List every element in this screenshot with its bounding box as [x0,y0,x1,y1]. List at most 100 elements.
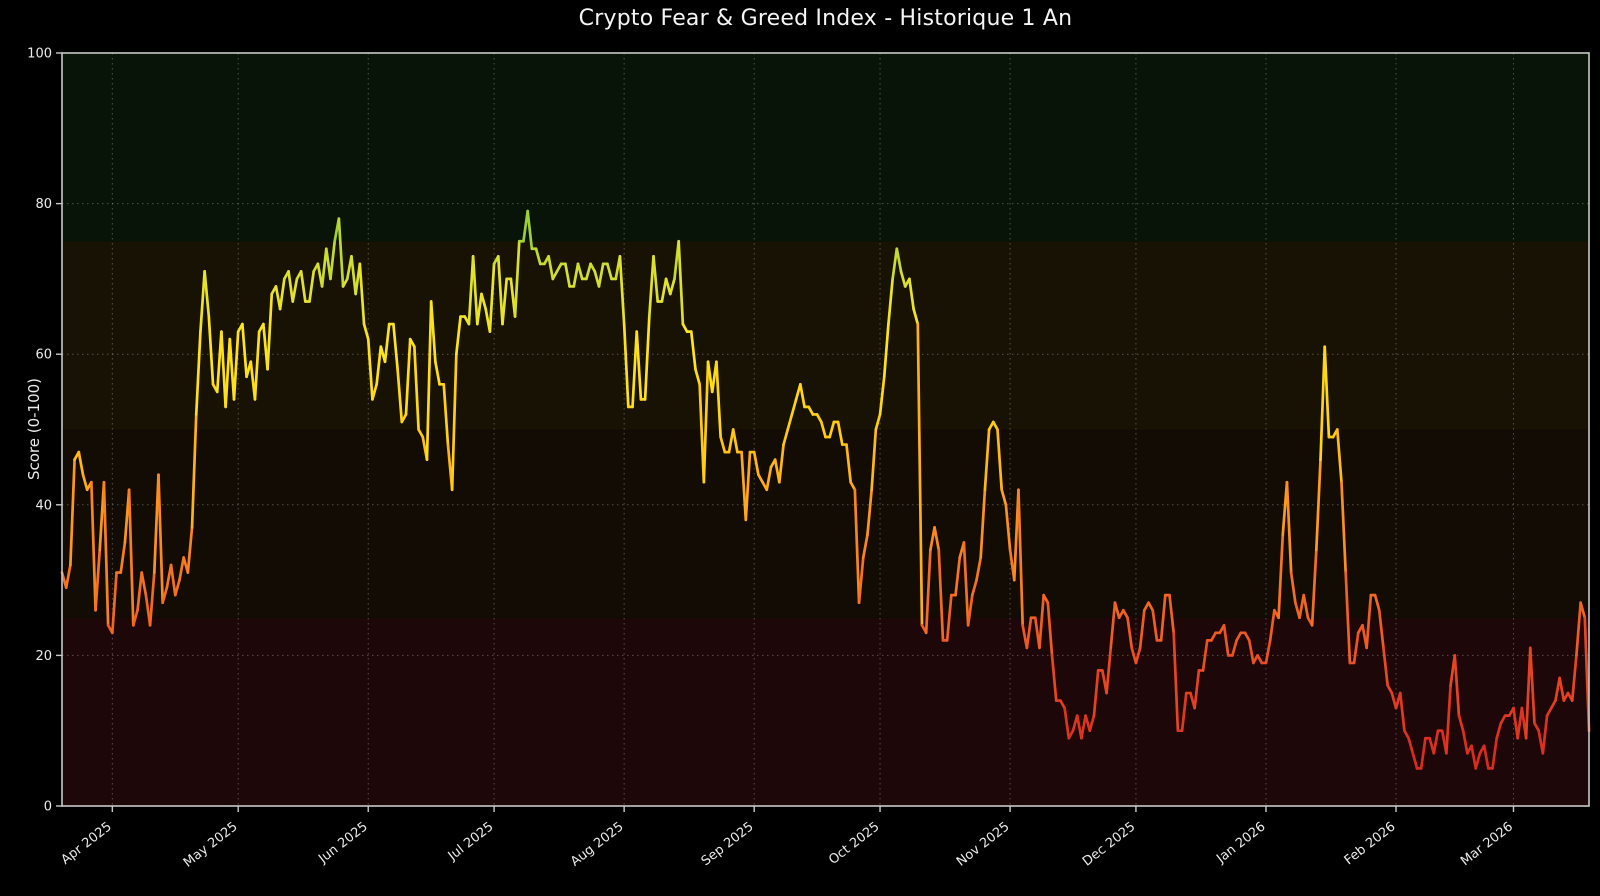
series-segment [1457,714,1465,733]
series-segment [371,382,378,401]
series-segment [1528,646,1536,725]
series-segment [924,548,932,635]
series-segment [1403,729,1410,740]
x-tick-label: Jan 2026 [1213,819,1268,867]
series-segment [1042,593,1050,605]
series-segment [1243,631,1251,642]
series-segment [572,262,580,288]
series-segment [706,360,714,394]
series-segment [1075,714,1083,740]
series-segment [1445,684,1452,755]
series-segment [127,488,135,627]
series-segment [253,330,261,401]
series-segment [220,330,227,409]
series-segment [1524,646,1532,740]
series-segment [366,337,374,401]
x-tick-label: Apr 2025 [59,819,115,868]
series-segment [694,367,701,386]
y-tick-label: 40 [35,498,52,513]
series-segment [341,277,349,288]
series-segment [551,270,559,281]
series-segment [1231,638,1238,657]
series-segment [94,548,102,612]
series-segment [962,541,970,627]
series-segment [77,450,85,477]
series-segment [496,254,504,326]
series-segment [450,352,458,492]
series-segment [1168,593,1176,635]
series-segment [887,277,894,326]
series-segment [853,488,861,605]
series-segment [1314,458,1322,552]
series-segment [1499,714,1507,725]
series-segment [996,428,1004,492]
x-tick-label: May 2025 [181,819,241,870]
y-tick-label: 0 [44,800,52,815]
series-segment [136,571,144,612]
series-segment [1134,646,1142,665]
series-segment [1491,736,1499,770]
series-segment [866,488,873,537]
series-segment [576,262,584,281]
series-segment [194,330,202,416]
x-tick-label: Sep 2025 [699,819,757,869]
series-segment [320,247,328,288]
series-segment [983,428,991,492]
series-segment [622,322,630,409]
series-segment [1059,699,1066,710]
series-segment [81,473,89,492]
series-segment [786,413,794,431]
zone-band-fear [62,429,1589,618]
y-tick-label: 80 [35,197,52,212]
series-segment [488,262,496,333]
series-segment [350,254,358,296]
series-segment [291,277,299,303]
series-segment [929,526,936,552]
series-segment [1285,480,1293,574]
series-segment [203,270,211,318]
background-zone-bands [62,53,1589,806]
series-segment [1109,601,1117,650]
series-segment [585,262,592,281]
series-segment [1340,480,1348,574]
series-segment [1088,714,1096,733]
series-segment [232,330,240,401]
series-segment [1277,533,1285,620]
series-segment [534,247,542,266]
series-segment [991,420,999,431]
series-segment [266,292,274,371]
series-segment [1382,646,1389,687]
x-tick-label: Jun 2025 [315,819,370,867]
series-segment [757,473,764,484]
series-segment [1235,631,1243,642]
series-segment [740,450,748,522]
zone-band-extreme-greed [62,53,1589,242]
series-segment [782,428,790,446]
series-segment [1264,638,1272,665]
series-segment [1310,548,1318,627]
series-segment [1386,684,1394,695]
series-segment [1545,706,1553,717]
series-segment [1533,721,1541,733]
series-segment [819,420,827,439]
series-segment [1247,638,1255,665]
series-segment [1470,744,1478,770]
series-segment [1398,691,1406,733]
series-segment [173,578,181,597]
series-segment [895,247,903,273]
series-segment [190,413,198,529]
y-tick-label: 60 [35,348,52,363]
series-segment [547,254,555,281]
series-segment [1080,714,1087,740]
axis-ticks [56,52,1515,812]
series-segment [689,330,697,371]
series-segment [861,533,869,559]
series-segment [618,254,626,326]
series-segment [719,435,727,454]
series-segment [643,315,651,401]
series-segment [1558,676,1566,702]
series-segment [186,526,194,574]
plot-frame [61,52,1590,807]
series-segment [899,270,907,288]
